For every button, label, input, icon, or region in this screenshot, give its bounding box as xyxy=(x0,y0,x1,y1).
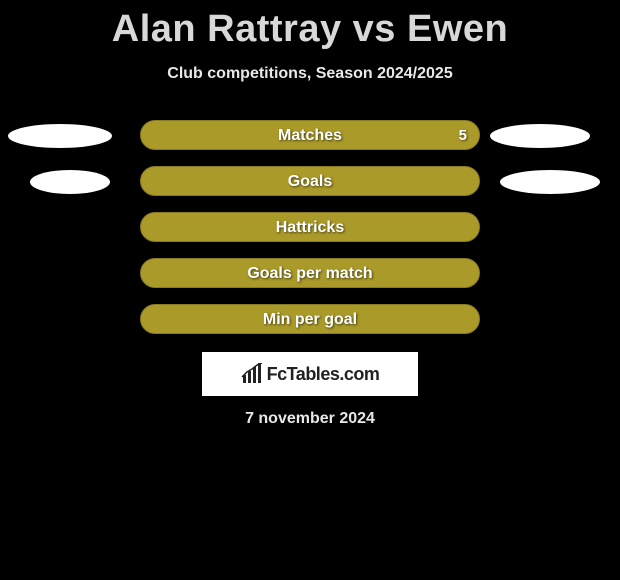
stat-label: Goals xyxy=(288,167,332,197)
ellipse-left xyxy=(8,124,112,148)
stat-row-hattricks: Hattricks xyxy=(0,212,620,258)
stat-label: Hattricks xyxy=(276,213,344,243)
ellipse-left xyxy=(30,170,110,194)
stat-row-goals-per-match: Goals per match xyxy=(0,258,620,304)
stat-bar: Hattricks xyxy=(140,212,480,242)
ellipse-right xyxy=(500,170,600,194)
stat-row-matches: Matches 5 xyxy=(0,120,620,166)
stat-label: Min per goal xyxy=(263,305,357,335)
stat-label: Matches xyxy=(278,121,342,151)
page-title: Alan Rattray vs Ewen xyxy=(0,0,620,51)
stat-bar: Min per goal xyxy=(140,304,480,334)
date-text: 7 november 2024 xyxy=(0,410,620,428)
stat-bar: Matches 5 xyxy=(140,120,480,150)
stat-label: Goals per match xyxy=(247,259,372,289)
stat-row-goals: Goals xyxy=(0,166,620,212)
stat-bar: Goals per match xyxy=(140,258,480,288)
subtitle: Club competitions, Season 2024/2025 xyxy=(0,65,620,83)
chart-icon xyxy=(241,363,263,385)
stat-value-right: 5 xyxy=(459,121,467,151)
stat-row-min-per-goal: Min per goal xyxy=(0,304,620,350)
logo-text: FcTables.com xyxy=(267,364,380,385)
logo-box: FcTables.com xyxy=(202,352,418,396)
ellipse-right xyxy=(490,124,590,148)
logo: FcTables.com xyxy=(241,363,380,385)
stats-rows: Matches 5 Goals Hattricks Goals per matc… xyxy=(0,120,620,350)
stat-bar: Goals xyxy=(140,166,480,196)
